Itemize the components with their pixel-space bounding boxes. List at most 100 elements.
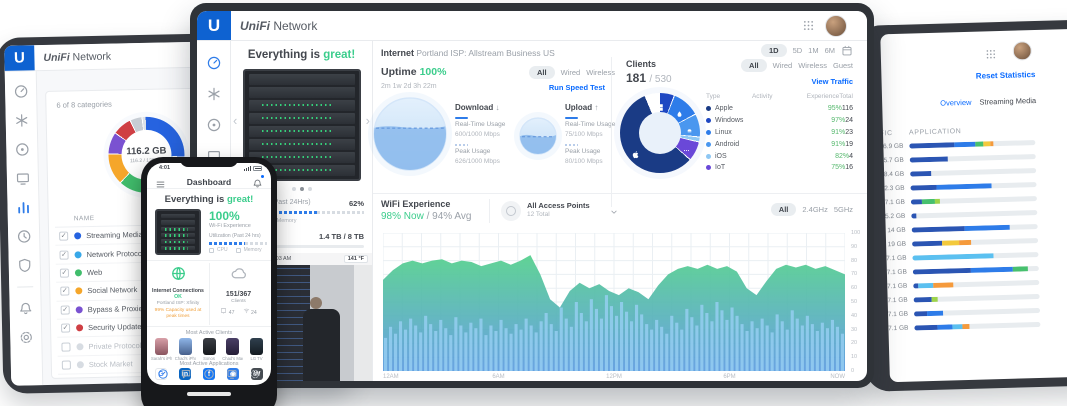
unifi-logo[interactable]: U — [4, 45, 35, 71]
clients-table: Type Activity Experience Total Apple 95% 1… — [706, 93, 853, 174]
clients-card[interactable]: 151/367 Clients 47 24 — [209, 263, 267, 325]
checkbox[interactable] — [61, 342, 71, 352]
home-indicator[interactable] — [187, 392, 231, 396]
tab-wireless[interactable]: Wireless — [798, 61, 827, 70]
avatar[interactable] — [825, 15, 847, 37]
phone-tab-settings[interactable] — [249, 367, 261, 379]
reset-statistics-link[interactable]: Reset Statistics — [975, 70, 1036, 81]
checkbox[interactable]: ✓ — [59, 231, 69, 241]
carousel-dot[interactable] — [307, 187, 312, 191]
category-color-dot — [74, 250, 82, 258]
carousel-prev-button[interactable]: ‹ — [233, 113, 238, 128]
upload-gauge — [519, 117, 557, 155]
avatar[interactable] — [1012, 41, 1033, 61]
client-type: Android — [706, 141, 755, 148]
menu-icon[interactable] — [155, 177, 166, 195]
tab-wired[interactable]: Wired — [772, 61, 793, 70]
bar-segment — [962, 323, 970, 330]
phone-tab-clients[interactable] — [226, 367, 238, 379]
google-app-icon[interactable]: G — [155, 368, 167, 380]
checkbox[interactable] — [61, 360, 71, 370]
tab-5d[interactable]: 5D — [792, 46, 803, 55]
sidebar-item-dashboard[interactable] — [12, 83, 28, 99]
apps-grid-icon[interactable] — [985, 47, 997, 65]
calendar-icon[interactable] — [841, 45, 853, 57]
run-speed-test-link[interactable]: Run Speed Test — [548, 83, 605, 92]
chevron-down-icon[interactable] — [609, 204, 619, 222]
tab-wired[interactable]: Wired — [560, 68, 581, 77]
clients-title: Clients — [626, 59, 657, 69]
sidebar-item-topology[interactable] — [13, 112, 29, 128]
client-type-row[interactable]: IoT 75% 16 — [706, 162, 853, 174]
tab-6m[interactable]: 6M — [824, 46, 835, 55]
sidebar-item-devices[interactable] — [206, 117, 222, 133]
bar-segment — [952, 324, 963, 330]
internet-connections-card[interactable]: Internet Connections OK Portland ISP: Xf… — [149, 263, 207, 325]
carousel-dot[interactable] — [291, 187, 296, 191]
client-type-row[interactable]: iOS 82% 4 — [706, 150, 853, 162]
page-title: Dashboard — [186, 177, 232, 187]
tab-1m[interactable]: 1M — [808, 46, 819, 55]
client-type-row[interactable]: Apple 95% 116 — [706, 103, 853, 115]
sidebar-item-clients[interactable] — [14, 170, 30, 186]
checkbox[interactable]: ✓ — [59, 250, 69, 260]
band-tabs: All 2.4GHz 5GHz — [770, 203, 853, 216]
col-application[interactable]: APPLICATION — [908, 128, 962, 137]
tab-wireless[interactable]: Wireless — [586, 68, 615, 77]
sidebar-item-settings[interactable] — [18, 329, 34, 345]
client-thumb[interactable]: LG TV — [246, 338, 267, 361]
client-type-row[interactable]: Android 91% 19 — [706, 138, 853, 150]
unifi-logo[interactable]: U — [197, 11, 231, 40]
type-label: Windows — [715, 117, 744, 125]
phone-tab-chat[interactable] — [180, 367, 192, 379]
tab-all[interactable]: All — [770, 203, 797, 216]
sidebar-item-topology[interactable] — [206, 86, 222, 102]
sidebar-item-devices[interactable] — [14, 141, 30, 157]
carousel-next-button[interactable]: › — [365, 113, 370, 128]
sidebar-item-alerts[interactable] — [17, 300, 33, 316]
checkbox[interactable]: ✓ — [60, 286, 70, 297]
client-thumb[interactable]: Chad's iPhone — [175, 338, 196, 361]
tab-5ghz[interactable]: 5GHz — [833, 205, 853, 214]
carousel-dots[interactable] — [231, 187, 372, 191]
ap-selector-label[interactable]: All Access Points — [527, 201, 590, 210]
bar-segment — [913, 311, 927, 317]
application-bar — [911, 210, 1038, 219]
client-type-row[interactable]: Linux 91% 23 — [706, 127, 853, 139]
phone-notch — [180, 157, 238, 167]
rack-leds — [165, 240, 189, 244]
tab-all[interactable]: All — [741, 59, 767, 72]
category-color-dot — [74, 269, 83, 277]
sidebar-item-timeline[interactable] — [16, 257, 32, 273]
view-traffic-link[interactable]: View Traffic — [811, 77, 853, 86]
category-color-dot — [76, 361, 84, 369]
phone-tab-devices[interactable] — [203, 367, 215, 379]
tab-streaming-media[interactable]: Streaming Media — [979, 96, 1037, 107]
tab-overview[interactable]: Overview — [940, 97, 972, 108]
apps-grid-icon[interactable] — [802, 19, 815, 37]
notifications-bell-icon[interactable] — [252, 175, 264, 194]
client-thumb[interactable]: Sonos — [199, 338, 220, 361]
tab-guest[interactable]: Guest — [832, 61, 853, 70]
client-type-row[interactable]: Windows 97% 24 — [706, 115, 853, 127]
col-traffic[interactable]: TRAFFIC — [880, 130, 893, 138]
divider — [147, 260, 271, 261]
carousel-dot[interactable] — [299, 187, 304, 191]
sidebar-item-statistics[interactable] — [15, 199, 31, 215]
legend-swatch — [235, 247, 241, 253]
col-type: Type — [706, 93, 721, 100]
rack-unit — [249, 113, 355, 124]
chart-x-axis: 12AM 6AM 12PM 6PM NOW — [383, 374, 845, 381]
sidebar-item-dashboard[interactable] — [206, 55, 222, 71]
phone-tab-dashboard[interactable] — [157, 367, 169, 379]
tab-1d[interactable]: 1D — [760, 44, 787, 57]
sidebar-item-insights[interactable] — [15, 228, 31, 244]
checkbox[interactable]: ✓ — [60, 305, 70, 315]
checkbox[interactable]: ✓ — [61, 323, 71, 333]
tab-2.4ghz[interactable]: 2.4GHz — [802, 205, 828, 214]
tab-all[interactable]: All — [529, 66, 555, 79]
client-thumb[interactable]: Chad's MacBook — [222, 338, 243, 361]
phone-screen: 4:01 Dashboard Everything is great! 100%… — [147, 163, 271, 385]
client-thumb[interactable]: Sarah's iPhone — [151, 338, 172, 361]
checkbox[interactable]: ✓ — [59, 268, 70, 278]
